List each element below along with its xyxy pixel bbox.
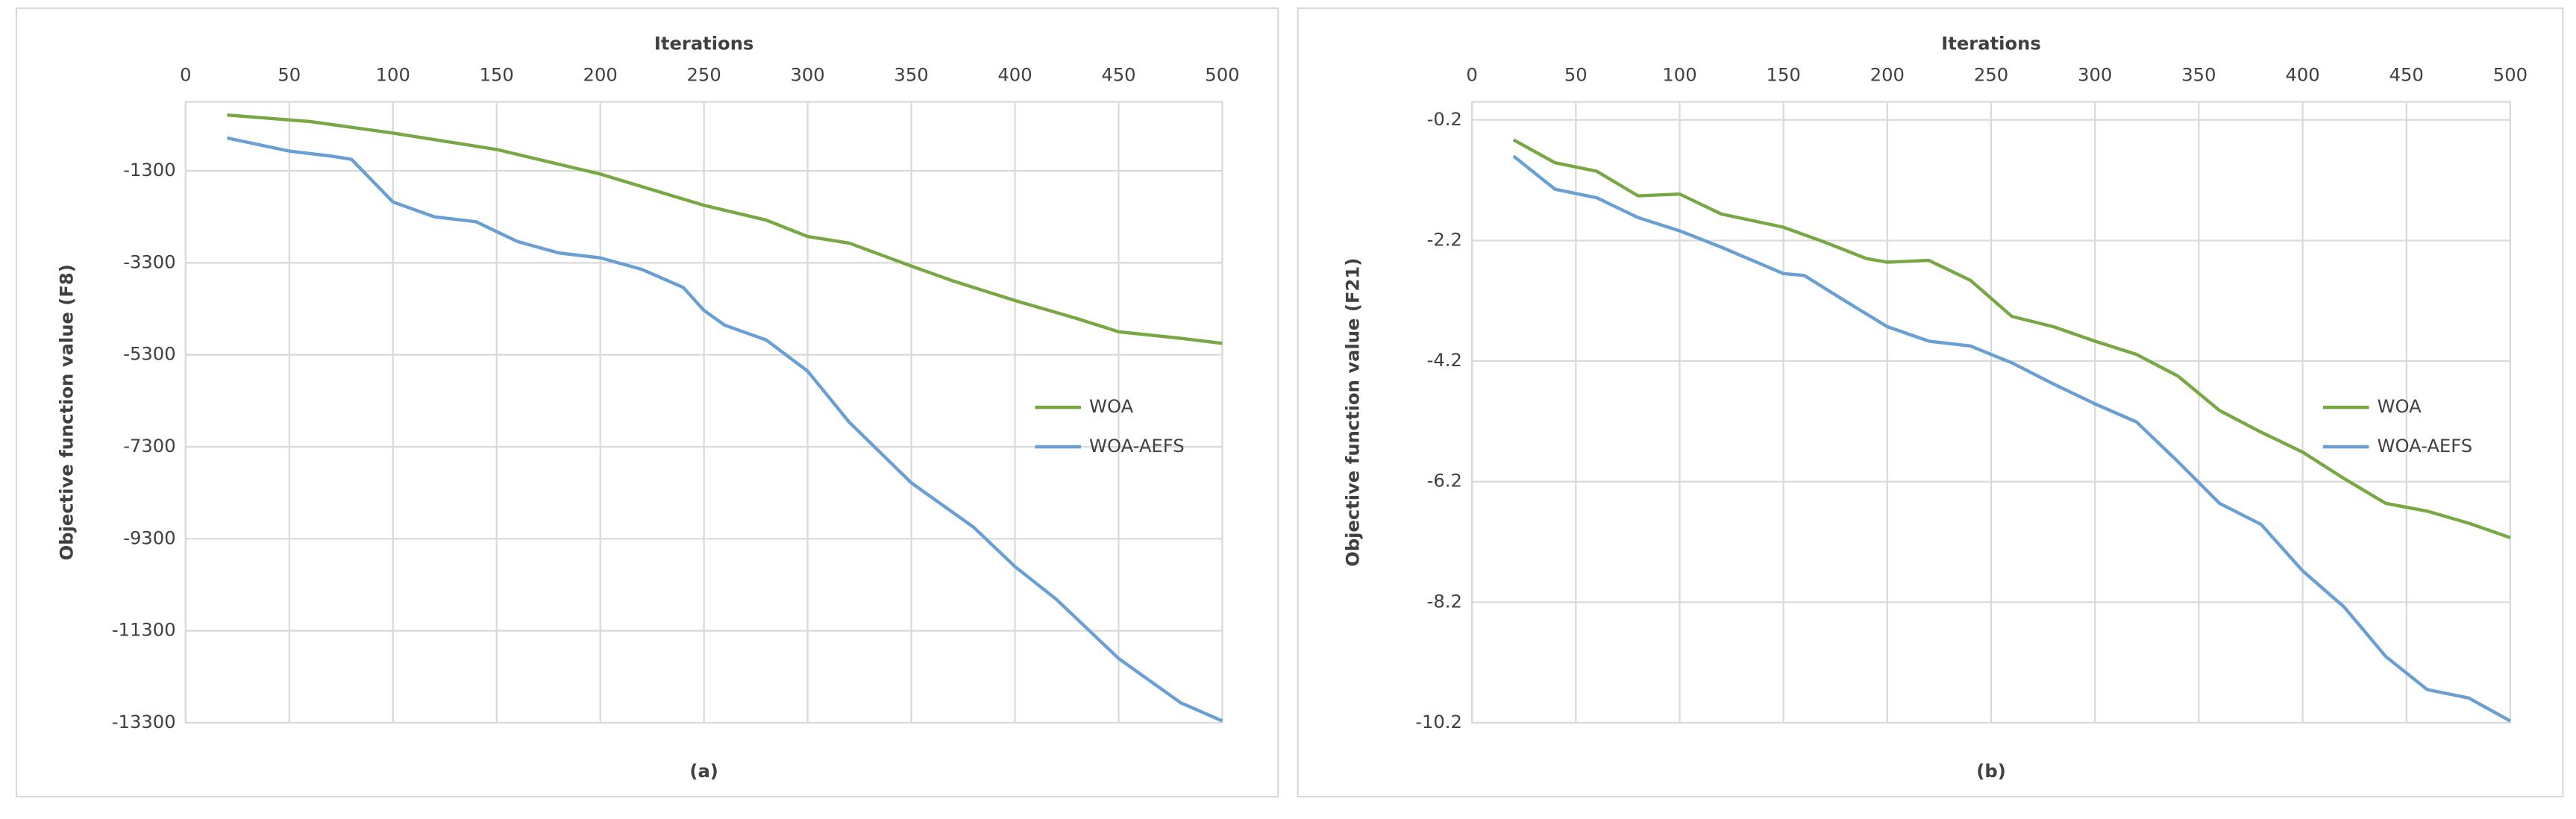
x-tick-label: 450 bbox=[1101, 64, 1135, 85]
y-tick-label: -11300 bbox=[112, 620, 176, 641]
y-tick-label: -2.2 bbox=[1427, 229, 1462, 250]
panel-frame bbox=[1297, 7, 2564, 798]
x-axis-title: Iterations bbox=[1941, 33, 2040, 54]
legend-label: WOA bbox=[1089, 396, 1134, 417]
y-tick-label: -1300 bbox=[123, 160, 175, 181]
y-tick-label: -13300 bbox=[112, 712, 176, 732]
y-tick-label: -8.2 bbox=[1427, 591, 1462, 612]
y-tick-label: -9300 bbox=[123, 527, 175, 548]
x-tick-label: 450 bbox=[2389, 64, 2424, 85]
panel-frame bbox=[15, 7, 1279, 798]
x-tick-label: 300 bbox=[2078, 64, 2112, 85]
x-tick-label: 100 bbox=[1662, 64, 1696, 85]
x-tick-label: 100 bbox=[376, 64, 410, 85]
x-tick-label: 400 bbox=[997, 64, 1032, 85]
y-tick-label: -7300 bbox=[123, 436, 175, 456]
x-tick-label: 50 bbox=[278, 64, 301, 85]
x-tick-label: 200 bbox=[1870, 64, 1905, 85]
x-tick-label: 0 bbox=[180, 64, 191, 85]
y-axis-title: Objective function value (F21) bbox=[1343, 258, 1364, 567]
series-line bbox=[1512, 138, 2511, 539]
x-tick-label: 250 bbox=[1974, 64, 2008, 85]
legend-label: WOA-AEFS bbox=[2378, 436, 2473, 456]
y-axis-title: Objective function value (F8) bbox=[56, 264, 77, 560]
x-tick-label: 500 bbox=[1205, 64, 1239, 85]
panel-label: (b) bbox=[1976, 761, 2005, 782]
y-tick-label: -4.2 bbox=[1427, 350, 1462, 371]
x-tick-label: 350 bbox=[2181, 64, 2216, 85]
x-tick-label: 300 bbox=[790, 64, 824, 85]
x-tick-label: 0 bbox=[1466, 64, 1477, 85]
panel-label: (a) bbox=[689, 761, 718, 782]
x-tick-label: 150 bbox=[480, 64, 514, 85]
y-tick-label: -0.2 bbox=[1427, 109, 1462, 130]
series-line bbox=[227, 113, 1223, 345]
x-tick-label: 150 bbox=[1767, 64, 1801, 85]
plot-area bbox=[1471, 101, 2512, 724]
y-tick-label: -6.2 bbox=[1427, 471, 1462, 492]
series-line bbox=[226, 136, 1223, 723]
x-tick-label: 350 bbox=[894, 64, 928, 85]
y-tick-label: -5300 bbox=[123, 344, 175, 365]
x-tick-label: 50 bbox=[1564, 64, 1588, 85]
x-tick-label: 400 bbox=[2285, 64, 2319, 85]
legend-label: WOA bbox=[2378, 396, 2422, 417]
x-axis-title: Iterations bbox=[654, 33, 753, 54]
y-tick-label: -10.2 bbox=[1415, 712, 1462, 732]
legend-label: WOA-AEFS bbox=[1089, 436, 1185, 456]
x-tick-label: 200 bbox=[583, 64, 618, 85]
x-tick-label: 500 bbox=[2493, 64, 2528, 85]
y-tick-label: -3300 bbox=[123, 251, 175, 272]
plot-area bbox=[184, 101, 1223, 724]
series-line bbox=[1512, 154, 2511, 723]
x-tick-label: 250 bbox=[687, 64, 721, 85]
